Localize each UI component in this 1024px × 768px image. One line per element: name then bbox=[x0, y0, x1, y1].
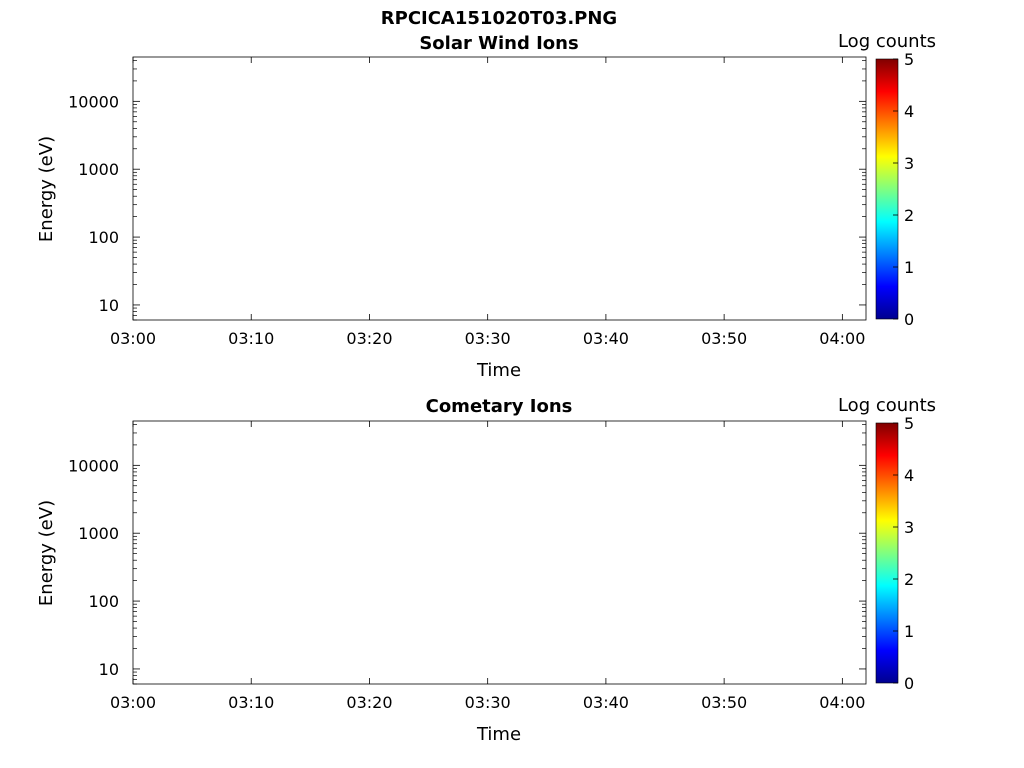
y-tick-label: 10000 bbox=[68, 92, 119, 111]
figure-title: RPCICA151020T03.PNG bbox=[381, 8, 617, 29]
y-tick-label: 10 bbox=[99, 660, 119, 679]
colorbar: Log counts 0 1 2 3 4 5 bbox=[838, 395, 936, 693]
colorbar-ticks: 0 1 2 3 4 5 bbox=[893, 50, 914, 329]
plot-frame bbox=[132, 420, 867, 685]
colorbar-tick-label: 5 bbox=[904, 414, 914, 433]
colorbar-gradient bbox=[875, 422, 899, 684]
colorbar-label: Log counts bbox=[838, 31, 936, 52]
colorbar-tick-label: 1 bbox=[904, 258, 914, 277]
x-tick-label: 04:00 bbox=[819, 329, 865, 348]
colorbar-tick-label: 0 bbox=[904, 674, 914, 693]
plot-frame bbox=[132, 56, 867, 321]
x-tick-label: 03:30 bbox=[465, 329, 511, 348]
x-axis-label: Time bbox=[476, 360, 521, 381]
colorbar-tick-label: 0 bbox=[904, 310, 914, 329]
y-tick-label: 1000 bbox=[78, 524, 119, 543]
colorbar-tick-label: 2 bbox=[904, 570, 914, 589]
plot-area: 03:00 03:10 03:20 03:30 03:40 03:50 04:00 10 100… bbox=[68, 420, 867, 712]
colorbar: Log counts 0 1 2 3 4 5 bbox=[838, 31, 936, 329]
x-tick-label: 03:40 bbox=[583, 329, 629, 348]
panel-title: Cometary Ions bbox=[426, 396, 573, 417]
x-tick-label: 03:30 bbox=[465, 693, 511, 712]
x-tick-label: 03:40 bbox=[583, 693, 629, 712]
colorbar-tick-label: 4 bbox=[904, 466, 914, 485]
plot-area: 03:00 03:10 03:20 03:30 03:40 03:50 04:00 10 100… bbox=[68, 56, 867, 348]
cometary-panel: Cometary Ions 03:00 03:10 03:20 03:30 03:40 0… bbox=[36, 395, 936, 745]
x-tick-label: 04:00 bbox=[819, 693, 865, 712]
x-tick-label: 03:20 bbox=[346, 329, 392, 348]
y-tick-label: 1000 bbox=[78, 160, 119, 179]
colorbar-tick-label: 3 bbox=[904, 154, 914, 173]
colorbar-ticks: 0 1 2 3 4 5 bbox=[893, 414, 914, 693]
y-axis-label: Energy (eV) bbox=[36, 136, 57, 242]
x-tick-label: 03:00 bbox=[110, 329, 156, 348]
colorbar-label: Log counts bbox=[838, 395, 936, 416]
solar-wind-panel: Solar Wind Ions 03:00 03:10 03:20 03:30 03:4… bbox=[36, 31, 936, 381]
y-tick-label: 10 bbox=[99, 296, 119, 315]
y-tick-label: 100 bbox=[88, 592, 119, 611]
colorbar-tick-label: 5 bbox=[904, 50, 914, 69]
colorbar-tick-label: 4 bbox=[904, 102, 914, 121]
colorbar-tick-label: 1 bbox=[904, 622, 914, 641]
x-tick-label: 03:10 bbox=[228, 329, 274, 348]
x-axis-label: Time bbox=[476, 724, 521, 745]
x-tick-label: 03:20 bbox=[346, 693, 392, 712]
colorbar-tick-label: 3 bbox=[904, 518, 914, 537]
y-tick-label: 10000 bbox=[68, 456, 119, 475]
x-tick-label: 03:00 bbox=[110, 693, 156, 712]
panel-title: Solar Wind Ions bbox=[419, 33, 578, 54]
y-axis-label: Energy (eV) bbox=[36, 500, 57, 606]
x-tick-label: 03:50 bbox=[701, 693, 747, 712]
colorbar-gradient bbox=[875, 58, 899, 320]
y-tick-label: 100 bbox=[88, 228, 119, 247]
x-tick-label: 03:50 bbox=[701, 329, 747, 348]
colorbar-tick-label: 2 bbox=[904, 206, 914, 225]
x-tick-label: 03:10 bbox=[228, 693, 274, 712]
